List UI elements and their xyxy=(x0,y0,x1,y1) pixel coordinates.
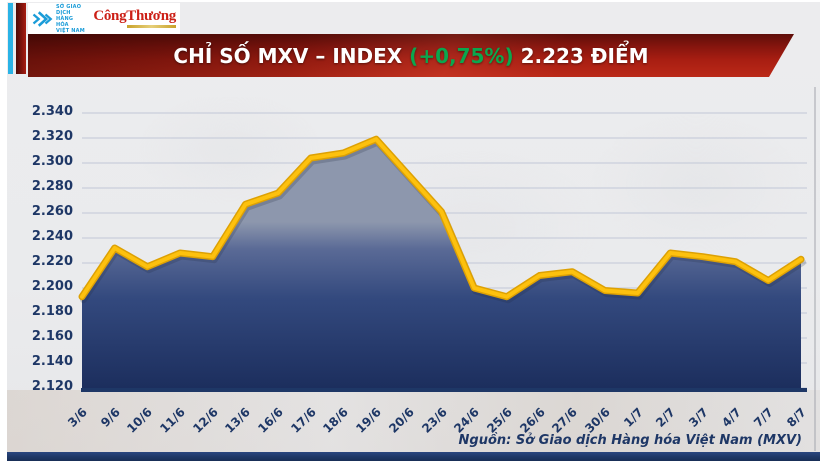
y-axis-tick-label: 2.260 xyxy=(31,204,73,219)
congthuong-wordmark: CôngThương xyxy=(93,8,176,24)
mxv-org-line: VIỆT NAM xyxy=(55,27,85,34)
y-axis-tick-label: 2.200 xyxy=(31,279,73,294)
chart-title-banner: CHỈ SỐ MXV – INDEX (+0,75%) 2.223 ĐIỂM xyxy=(28,34,794,77)
right-frame-line xyxy=(814,87,816,451)
mxv-org-line: SỞ GIAO DỊCH xyxy=(55,3,82,16)
congthuong-logo: CôngThương xyxy=(93,9,176,28)
bottom-navy-bar xyxy=(7,452,820,461)
title-percent-change: (+0,75%) xyxy=(409,43,514,68)
source-note: Nguồn: Sở Giao dịch Hàng hóa Việt Nam (M… xyxy=(458,433,802,448)
title-index-value: 2.223 ĐIỂM xyxy=(520,43,649,68)
accent-bar-cyan xyxy=(8,3,13,74)
y-axis-tick-label: 2.300 xyxy=(31,154,73,169)
y-axis-tick-label: 2.160 xyxy=(31,329,73,344)
y-axis-tick-label: 2.280 xyxy=(31,179,73,194)
y-axis-tick-label: 2.180 xyxy=(31,304,73,319)
mxv-org-name: SỞ GIAO DỊCH HÀNG HÓA VIỆT NAM xyxy=(56,4,87,34)
y-axis-tick-label: 2.320 xyxy=(31,129,73,144)
congthuong-gold-underline xyxy=(127,25,176,28)
y-axis-labels: 2.340 2.320 2.300 2.280 2.260 2.240 2.220 2.200… xyxy=(7,102,77,402)
y-axis-tick-label: 2.140 xyxy=(31,354,73,369)
index-line xyxy=(80,137,803,299)
y-axis-tick-label: 2.220 xyxy=(31,254,73,269)
chart-title: CHỈ SỐ MXV – INDEX (+0,75%) 2.223 ĐIỂM xyxy=(173,44,648,68)
accent-bar-red xyxy=(16,3,26,74)
logo-box: SỞ GIAO DỊCH HÀNG HÓA VIỆT NAM CôngThươn… xyxy=(28,3,180,34)
y-axis-tick-label: 2.340 xyxy=(31,104,73,119)
y-axis-tick-label: 2.120 xyxy=(31,379,73,394)
index-series xyxy=(78,135,806,388)
y-axis-tick-label: 2.240 xyxy=(31,229,73,244)
mxv-chevron-icon xyxy=(32,10,53,27)
mxv-index-area-chart xyxy=(78,112,807,392)
mxv-org-line: HÀNG HÓA xyxy=(55,15,74,28)
title-main: CHỈ SỐ MXV – INDEX xyxy=(173,43,403,68)
photo-collage-strip xyxy=(7,390,820,454)
page-background: SỞ GIAO DỊCH HÀNG HÓA VIỆT NAM CôngThươn… xyxy=(7,2,820,461)
